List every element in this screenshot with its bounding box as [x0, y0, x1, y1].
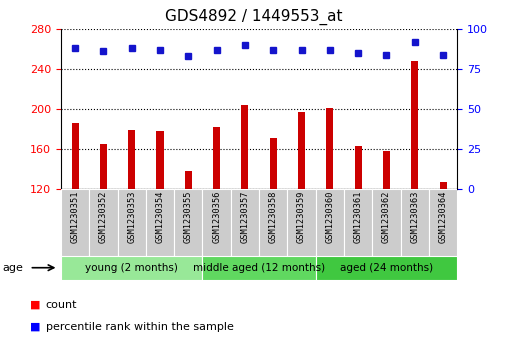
Bar: [298, 112, 305, 189]
Text: GDS4892 / 1449553_at: GDS4892 / 1449553_at: [165, 9, 343, 25]
Text: GSM1230357: GSM1230357: [240, 191, 249, 243]
Text: GSM1230363: GSM1230363: [410, 191, 419, 243]
Text: GSM1230360: GSM1230360: [325, 191, 334, 243]
Bar: [117, 189, 146, 256]
Bar: [355, 146, 362, 189]
Bar: [326, 108, 333, 189]
Bar: [383, 151, 390, 189]
Bar: [411, 61, 418, 189]
Bar: [100, 144, 107, 189]
Bar: [72, 123, 79, 189]
Text: GSM1230352: GSM1230352: [99, 191, 108, 243]
Text: middle aged (12 months): middle aged (12 months): [193, 263, 325, 273]
Text: aged (24 months): aged (24 months): [340, 263, 433, 273]
Bar: [439, 182, 447, 189]
Bar: [315, 256, 457, 280]
Bar: [259, 189, 288, 256]
Bar: [203, 189, 231, 256]
Bar: [213, 127, 220, 189]
Bar: [203, 256, 315, 280]
Text: count: count: [46, 300, 77, 310]
Bar: [61, 256, 203, 280]
Bar: [89, 189, 117, 256]
Bar: [241, 105, 248, 189]
Text: young (2 months): young (2 months): [85, 263, 178, 273]
Text: ■: ■: [30, 300, 41, 310]
Bar: [315, 189, 344, 256]
Text: GSM1230362: GSM1230362: [382, 191, 391, 243]
Bar: [270, 138, 277, 189]
Text: ■: ■: [30, 322, 41, 332]
Bar: [429, 189, 457, 256]
Text: GSM1230361: GSM1230361: [354, 191, 363, 243]
Text: GSM1230356: GSM1230356: [212, 191, 221, 243]
Bar: [231, 189, 259, 256]
Bar: [61, 189, 89, 256]
Bar: [185, 171, 192, 189]
Text: GSM1230359: GSM1230359: [297, 191, 306, 243]
Text: age: age: [3, 263, 23, 273]
Bar: [128, 130, 135, 189]
Text: GSM1230358: GSM1230358: [269, 191, 278, 243]
Bar: [146, 189, 174, 256]
Text: percentile rank within the sample: percentile rank within the sample: [46, 322, 234, 332]
Bar: [401, 189, 429, 256]
Bar: [344, 189, 372, 256]
Bar: [288, 189, 315, 256]
Text: GSM1230355: GSM1230355: [184, 191, 193, 243]
Text: GSM1230364: GSM1230364: [438, 191, 448, 243]
Text: GSM1230354: GSM1230354: [155, 191, 165, 243]
Bar: [156, 131, 164, 189]
Text: GSM1230353: GSM1230353: [127, 191, 136, 243]
Text: GSM1230351: GSM1230351: [71, 191, 80, 243]
Bar: [372, 189, 401, 256]
Bar: [174, 189, 203, 256]
